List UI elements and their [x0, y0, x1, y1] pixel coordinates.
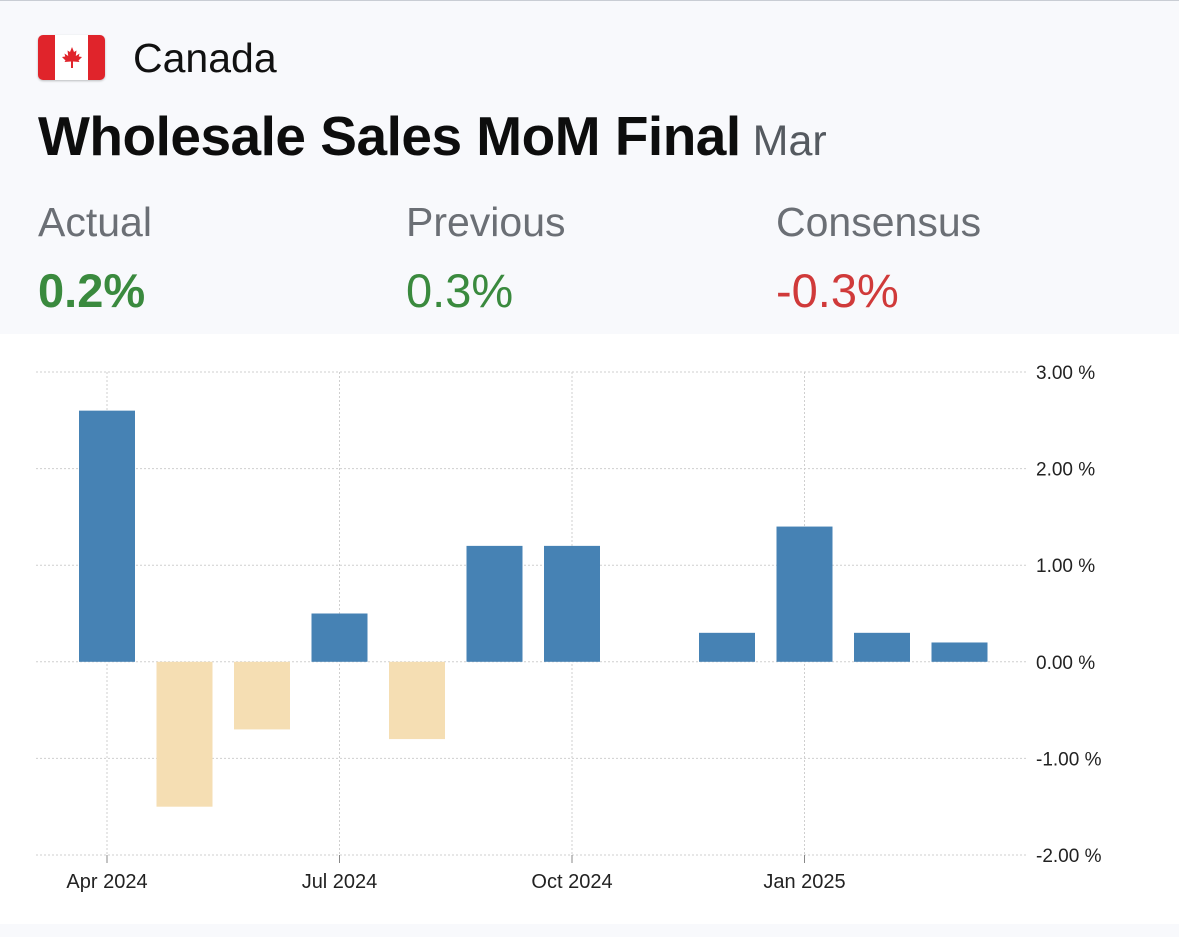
y-tick-label: 1.00 %	[1036, 556, 1095, 577]
bar-jul-2024	[311, 613, 368, 662]
bar-apr-2024	[79, 410, 135, 662]
chart-area: 3.00 % 2.00 % 1.00 % 0.00 % -1.00 % -2.00 % Ap…	[0, 334, 1179, 924]
bar-dec-2024	[699, 632, 755, 662]
consensus-value: -0.3%	[776, 264, 899, 317]
bar-mar-2025	[931, 642, 988, 662]
title-row: Wholesale Sales MoM Final Mar	[38, 105, 827, 182]
x-tick-label: Jan 2025	[763, 871, 845, 893]
bar-feb-2025	[854, 632, 910, 662]
consensus-label: Consensus	[776, 199, 982, 245]
bar-jun-2024	[234, 661, 290, 730]
bar-oct-2024	[544, 545, 600, 662]
x-tick-label: Oct 2024	[531, 871, 612, 893]
y-tick-label: 3.00 %	[1036, 363, 1095, 384]
y-tick-label: 2.00 %	[1036, 460, 1095, 481]
country-name: Canada	[133, 35, 277, 81]
bar-may-2024	[156, 661, 213, 807]
indicator-title: Wholesale Sales MoM Final	[38, 105, 741, 167]
consensus-stat: Consensus -0.3%	[776, 197, 981, 319]
period-label: Mar	[752, 117, 827, 165]
y-tick-label: -2.00 %	[1036, 846, 1102, 867]
bar-jan-2025	[776, 526, 833, 662]
event-header: Canada Wholesale Sales MoM Final Mar Actu…	[0, 1, 1179, 334]
previous-value: 0.3%	[406, 264, 514, 317]
previous-label: Previous	[406, 199, 566, 245]
previous-stat: Previous 0.3%	[406, 197, 566, 319]
actual-label: Actual	[38, 199, 152, 245]
bar-sep-2024	[466, 545, 523, 662]
x-tick-label: Apr 2024	[66, 871, 147, 893]
x-tick-label: Jul 2024	[302, 871, 378, 893]
y-tick-label: 0.00 %	[1036, 653, 1095, 674]
y-tick-label: -1.00 %	[1036, 749, 1102, 770]
canada-flag-icon	[38, 35, 105, 80]
top-divider	[0, 0, 1179, 1]
actual-value: 0.2%	[38, 264, 146, 317]
bar-aug-2024	[389, 661, 445, 740]
bar-chart: 3.00 % 2.00 % 1.00 % 0.00 % -1.00 % -2.00 % Ap…	[36, 363, 1102, 893]
actual-stat: Actual 0.2%	[38, 197, 152, 319]
